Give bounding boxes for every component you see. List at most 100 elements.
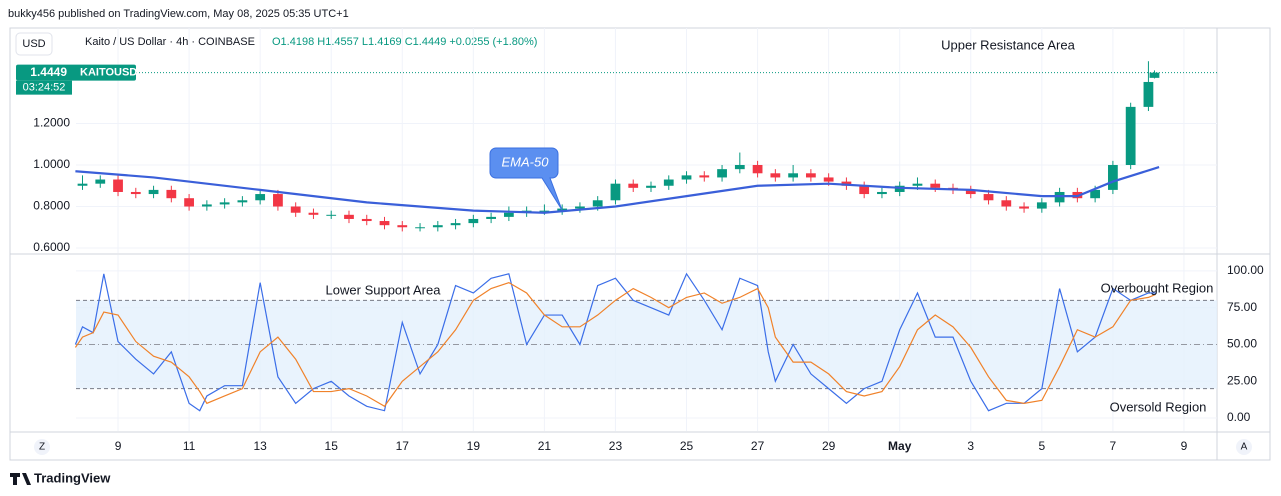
- y-tick-label: 100.00: [1227, 263, 1264, 277]
- x-tick-label: 21: [538, 439, 552, 453]
- candle-body: [1036, 202, 1047, 209]
- currency: USD: [22, 38, 45, 50]
- candle-body: [130, 191, 141, 195]
- countdown: 03:24:52: [23, 82, 66, 94]
- candle-body: [237, 200, 248, 203]
- x-tick-label: 7: [1110, 439, 1117, 453]
- candle-body: [859, 185, 870, 195]
- annotation: Lower Support Area: [326, 282, 442, 297]
- footer-brand: TradingView: [34, 470, 111, 485]
- candle-body: [823, 177, 834, 182]
- currency-box[interactable]: [15, 32, 53, 56]
- candle-body: [1125, 106, 1136, 165]
- candle-body: [273, 194, 283, 207]
- candle-body: [379, 221, 390, 226]
- candle-body: [148, 189, 159, 195]
- x-tick-label: 5: [1038, 439, 1045, 453]
- stoch-line: [74, 272, 1156, 412]
- y-tick-label: 25.00: [1227, 373, 1257, 387]
- candle-body: [734, 164, 745, 170]
- candle-body: [646, 185, 656, 188]
- zoom-button[interactable]: [34, 439, 50, 455]
- ema-label: EMA-50: [502, 154, 550, 169]
- x-tick-label: 25: [680, 439, 694, 453]
- y-tick-label: 0.00: [1227, 410, 1251, 424]
- candle-body: [965, 189, 976, 195]
- candle-body: [592, 200, 603, 207]
- candle-body: [95, 179, 106, 184]
- candle-body: [610, 183, 621, 201]
- price-tag-value: 1.4449: [30, 65, 67, 79]
- ema-callout: [489, 147, 563, 211]
- candle-body: [699, 175, 710, 178]
- x-tick-label: 9: [1181, 439, 1188, 453]
- candle-body: [877, 191, 887, 195]
- y-tick-label: 0.6000: [33, 240, 70, 254]
- publisher: bukky456 published on TradingView.com, M…: [8, 8, 349, 20]
- candle-body: [770, 173, 781, 178]
- x-tick-label: 3: [967, 439, 974, 453]
- candle-body: [1149, 72, 1160, 78]
- candle-body: [539, 210, 550, 212]
- candle-body: [344, 214, 354, 219]
- candle-body: [113, 179, 123, 192]
- candle-body: [752, 164, 763, 174]
- auto-button[interactable]: [1236, 439, 1252, 455]
- candle-body: [1019, 206, 1029, 209]
- candle-body: [930, 183, 941, 188]
- symbol-line: Kaito / US Dollar · 4h · COINBASE: [85, 36, 255, 48]
- zoom-icon: Z: [39, 442, 45, 453]
- y-tick-label: 75.00: [1227, 300, 1257, 314]
- candle-body: [290, 206, 301, 213]
- logo: [10, 473, 31, 485]
- candle-body: [788, 173, 799, 178]
- candle-body: [432, 225, 443, 228]
- candle-body: [77, 183, 88, 186]
- y-tick-label: 50.00: [1227, 337, 1257, 351]
- candle-body: [663, 179, 674, 186]
- ohlc-line: O1.4198 H1.4557 L1.4169 C1.4449 +0.0255 …: [272, 36, 537, 48]
- candle-body: [201, 204, 212, 207]
- candle-body: [486, 216, 496, 219]
- annotation: Upper Resistance Area: [941, 37, 1075, 52]
- candle-body: [468, 218, 479, 224]
- candle-body: [1143, 81, 1154, 107]
- candle-body: [805, 173, 816, 178]
- candle-body: [717, 169, 727, 178]
- candle-body: [184, 198, 194, 207]
- candle-body: [575, 206, 585, 209]
- x-tick-label: 29: [822, 439, 836, 453]
- candle-body: [1001, 200, 1012, 207]
- candle-body: [912, 183, 923, 186]
- countdown-tag: [16, 80, 72, 95]
- ema-line: [75, 166, 1160, 214]
- x-tick-label: 13: [253, 439, 267, 453]
- candle-body: [1108, 164, 1118, 190]
- auto-icon: A: [1241, 442, 1248, 453]
- candle-body: [397, 225, 408, 228]
- candle-body: [983, 194, 994, 201]
- x-tick-label: 27: [751, 439, 765, 453]
- x-tick-label: 19: [467, 439, 481, 453]
- candle-body: [326, 214, 337, 216]
- candle-body: [255, 194, 266, 201]
- stoch-line: [74, 282, 1156, 408]
- y-tick-label: 0.8000: [33, 199, 70, 213]
- price-tag: [16, 64, 136, 81]
- candle-body: [361, 218, 372, 222]
- x-tick-label: 15: [325, 439, 339, 453]
- candle-body: [219, 202, 230, 205]
- candle-body: [415, 227, 425, 229]
- y-tick-label: 1.2000: [33, 116, 70, 130]
- frame: [9, 27, 1271, 461]
- x-tick-label: 23: [609, 439, 623, 453]
- x-tick-label: 17: [396, 439, 410, 453]
- x-tick-label: 11: [183, 439, 196, 453]
- candle-body: [308, 212, 319, 215]
- x-tick-label: 9: [115, 439, 122, 453]
- x-tick-label: May: [888, 439, 912, 453]
- annotation: Oversold Region: [1110, 399, 1207, 414]
- candle-body: [1090, 189, 1101, 199]
